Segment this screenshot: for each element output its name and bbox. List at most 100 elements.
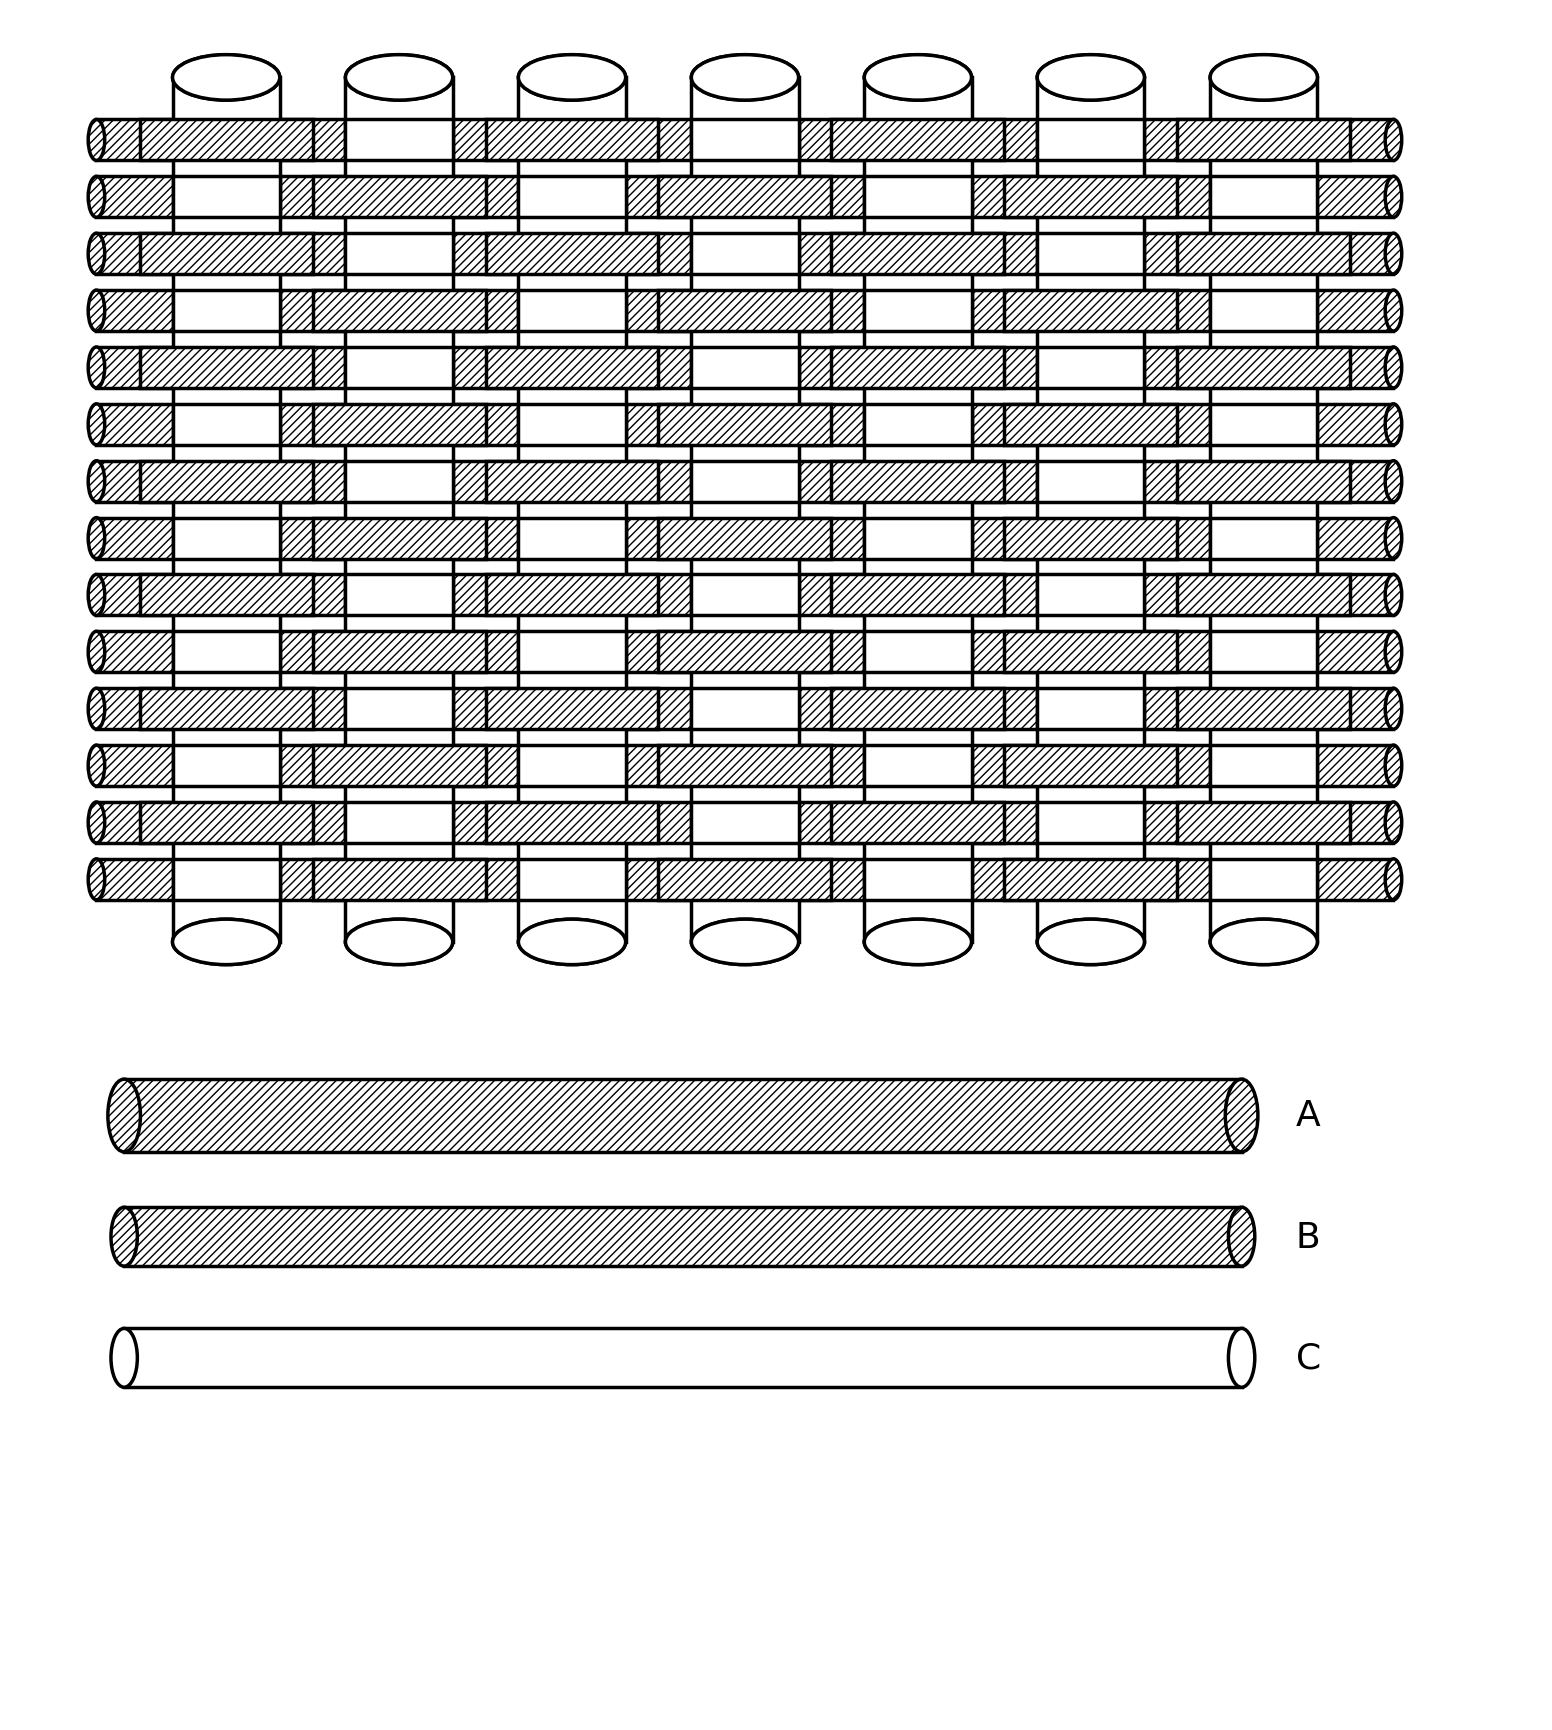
Polygon shape (658, 291, 832, 332)
Ellipse shape (1386, 291, 1401, 332)
Polygon shape (140, 348, 312, 389)
Polygon shape (346, 574, 453, 616)
Ellipse shape (172, 920, 279, 965)
Polygon shape (1178, 803, 1350, 844)
Polygon shape (1178, 121, 1350, 161)
Polygon shape (140, 462, 312, 502)
Polygon shape (346, 121, 453, 161)
Polygon shape (864, 631, 972, 673)
Ellipse shape (1386, 803, 1401, 844)
Polygon shape (691, 78, 799, 943)
Polygon shape (1037, 348, 1144, 389)
Polygon shape (124, 1208, 1242, 1266)
Polygon shape (1178, 462, 1350, 502)
Ellipse shape (172, 920, 279, 965)
Ellipse shape (88, 803, 104, 844)
Text: B: B (1296, 1220, 1321, 1254)
Ellipse shape (864, 920, 972, 965)
Polygon shape (486, 348, 658, 389)
Polygon shape (864, 405, 972, 446)
Polygon shape (832, 689, 1004, 730)
Polygon shape (691, 121, 799, 161)
Polygon shape (1211, 631, 1318, 673)
Polygon shape (312, 405, 486, 446)
Polygon shape (518, 631, 625, 673)
Polygon shape (96, 631, 1394, 673)
Polygon shape (1211, 519, 1318, 559)
Ellipse shape (1037, 55, 1144, 100)
Ellipse shape (88, 519, 104, 559)
Polygon shape (658, 519, 832, 559)
Polygon shape (518, 78, 625, 943)
Polygon shape (346, 78, 453, 943)
Ellipse shape (1037, 920, 1144, 965)
Polygon shape (1004, 291, 1178, 332)
Polygon shape (172, 860, 279, 900)
Ellipse shape (88, 234, 104, 275)
Ellipse shape (88, 291, 104, 332)
Polygon shape (864, 519, 972, 559)
Ellipse shape (1037, 55, 1144, 100)
Ellipse shape (88, 348, 104, 389)
Polygon shape (864, 746, 972, 787)
Ellipse shape (864, 55, 972, 100)
Polygon shape (486, 462, 658, 502)
Polygon shape (172, 631, 279, 673)
Ellipse shape (1229, 1208, 1256, 1266)
Polygon shape (486, 121, 658, 161)
Polygon shape (96, 121, 1394, 161)
Polygon shape (172, 78, 279, 943)
Ellipse shape (1037, 920, 1144, 965)
Polygon shape (96, 462, 1394, 502)
Polygon shape (1004, 860, 1178, 900)
Polygon shape (658, 176, 832, 218)
Polygon shape (140, 803, 312, 844)
Ellipse shape (88, 405, 104, 446)
Polygon shape (691, 689, 799, 730)
Polygon shape (312, 176, 486, 218)
Polygon shape (96, 860, 1394, 900)
Polygon shape (346, 234, 453, 275)
Polygon shape (172, 291, 279, 332)
Ellipse shape (1226, 1080, 1259, 1152)
Polygon shape (1037, 689, 1144, 730)
Polygon shape (346, 803, 453, 844)
Polygon shape (96, 689, 1394, 730)
Polygon shape (832, 803, 1004, 844)
Ellipse shape (1386, 121, 1401, 161)
Ellipse shape (1386, 176, 1401, 218)
Polygon shape (312, 519, 486, 559)
Polygon shape (312, 860, 486, 900)
Polygon shape (140, 121, 312, 161)
Polygon shape (96, 405, 1394, 446)
Polygon shape (140, 574, 312, 616)
Polygon shape (518, 176, 625, 218)
Ellipse shape (1229, 1329, 1256, 1387)
Ellipse shape (88, 689, 104, 730)
Ellipse shape (88, 860, 104, 900)
Ellipse shape (1386, 689, 1401, 730)
Polygon shape (1004, 631, 1178, 673)
Ellipse shape (1211, 55, 1318, 100)
Ellipse shape (691, 920, 799, 965)
Polygon shape (172, 405, 279, 446)
Ellipse shape (88, 746, 104, 787)
Polygon shape (1178, 574, 1350, 616)
Polygon shape (832, 121, 1004, 161)
Ellipse shape (346, 920, 453, 965)
Polygon shape (864, 78, 972, 943)
Polygon shape (312, 746, 486, 787)
Ellipse shape (1386, 348, 1401, 389)
Polygon shape (518, 291, 625, 332)
Polygon shape (1004, 519, 1178, 559)
Polygon shape (864, 176, 972, 218)
Polygon shape (96, 291, 1394, 332)
Polygon shape (486, 803, 658, 844)
Polygon shape (1211, 291, 1318, 332)
Polygon shape (832, 234, 1004, 275)
Polygon shape (1178, 689, 1350, 730)
Ellipse shape (691, 920, 799, 965)
Polygon shape (172, 176, 279, 218)
Polygon shape (658, 631, 832, 673)
Ellipse shape (691, 55, 799, 100)
